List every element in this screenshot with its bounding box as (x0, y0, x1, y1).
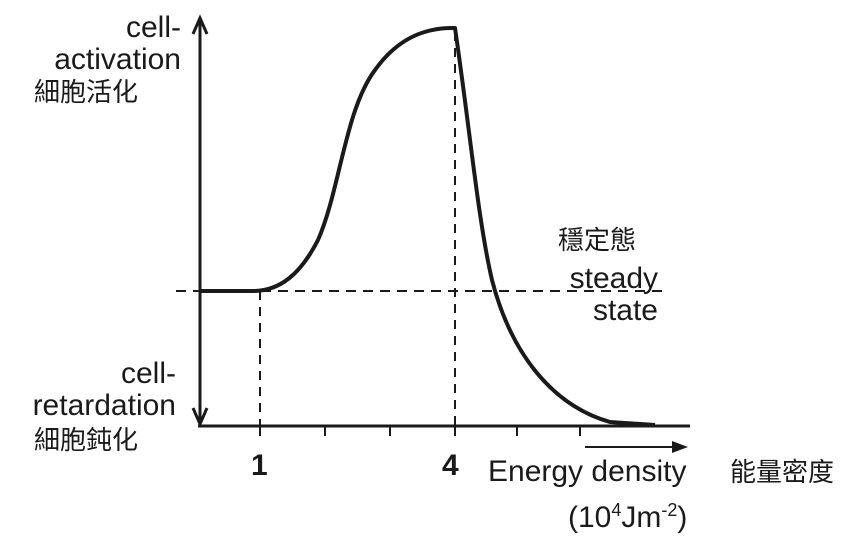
activation-label: cell- activation (54, 11, 181, 76)
activation-zh-label: 細胞活化 (34, 78, 139, 108)
steady-state-zh-label: 穩定態 (558, 226, 637, 256)
unit-exponent-1: 4 (611, 500, 622, 520)
x-axis-label: Energy density (488, 455, 687, 488)
x-axis-ticks (259, 426, 581, 436)
unit-mid: Jm (621, 501, 662, 534)
retardation-zh-label: 細胞鈍化 (34, 426, 139, 456)
response-curve (200, 26, 656, 427)
x-axis-unit: (104Jm-2) (568, 500, 688, 534)
y-axis-arrow-up-icon (191, 14, 209, 35)
unit-prefix: (10 (568, 501, 612, 534)
tick-label-1: 1 (251, 449, 268, 482)
tick-label-4: 4 (442, 449, 459, 482)
x-arrow-head-icon (672, 441, 688, 453)
y-axis-arrow-down-icon (191, 407, 209, 428)
unit-exponent-2: -2 (661, 500, 678, 520)
steady-state-label: steady state (569, 262, 658, 327)
unit-suffix: ) (677, 501, 688, 534)
retardation-label: cell- retardation (32, 357, 176, 422)
x-axis-zh-label: 能量密度 (730, 458, 835, 488)
